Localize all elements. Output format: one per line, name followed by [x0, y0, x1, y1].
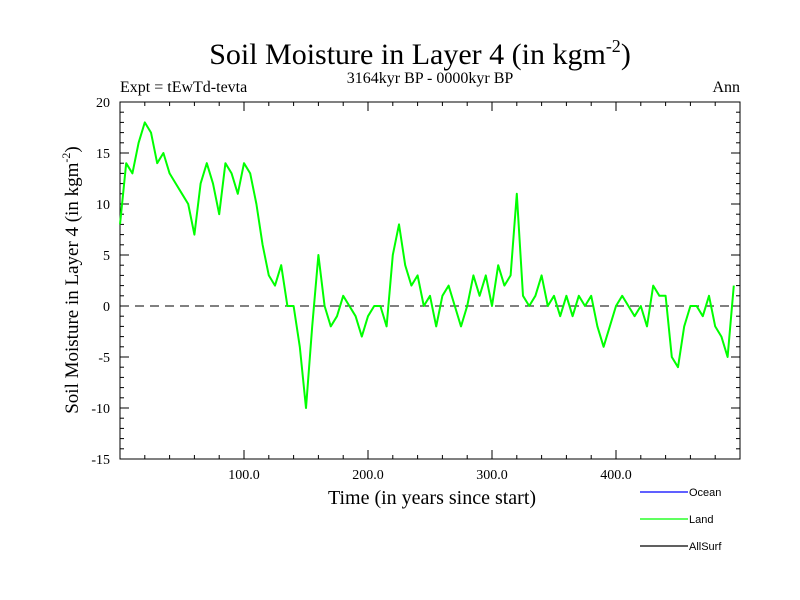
x-ticks: 100.0 200.0 300.0 400.0: [228, 102, 632, 483]
x-tick-label: 400.0: [600, 468, 632, 483]
series-group: [119, 121, 735, 409]
legend-label-allsurf: AllSurf: [689, 541, 722, 553]
y-tick-label: 15: [96, 147, 110, 162]
y-tick-label: 20: [96, 96, 110, 111]
y-minor-ticks: [120, 101, 740, 460]
legend: Ocean Land AllSurf: [640, 487, 722, 553]
legend-label-ocean: Ocean: [689, 487, 721, 499]
x-axis-label: Time (in years since start): [328, 487, 536, 509]
series-line-land: [119, 121, 735, 409]
legend-label-land: Land: [689, 514, 713, 526]
x-tick-label: 100.0: [228, 468, 260, 483]
x-minor-ticks: [144, 102, 716, 459]
y-tick-label: 10: [96, 198, 110, 213]
x-tick-label: 300.0: [476, 468, 508, 483]
plot-frame: [119, 101, 741, 460]
y-axis-label: Soil Moisture in Layer 4 (in kgm-2): [59, 146, 83, 414]
y-tick-label: 0: [103, 300, 110, 315]
experiment-label: Expt = tEwTd-tevta: [120, 79, 247, 96]
season-label: Ann: [712, 79, 740, 96]
y-tick-label: -15: [91, 453, 110, 468]
y-ticks: 20 15 10 5 0 -5 -10 -15: [91, 96, 740, 468]
chart-title: Soil Moisture in Layer 4 (in kgm-2): [209, 36, 631, 71]
x-tick-label: 200.0: [352, 468, 384, 483]
period-label: 3164kyr BP - 0000kyr BP: [347, 70, 514, 87]
y-tick-label: -10: [91, 402, 110, 417]
y-tick-label: -5: [98, 351, 110, 366]
y-tick-label: 5: [103, 249, 110, 264]
